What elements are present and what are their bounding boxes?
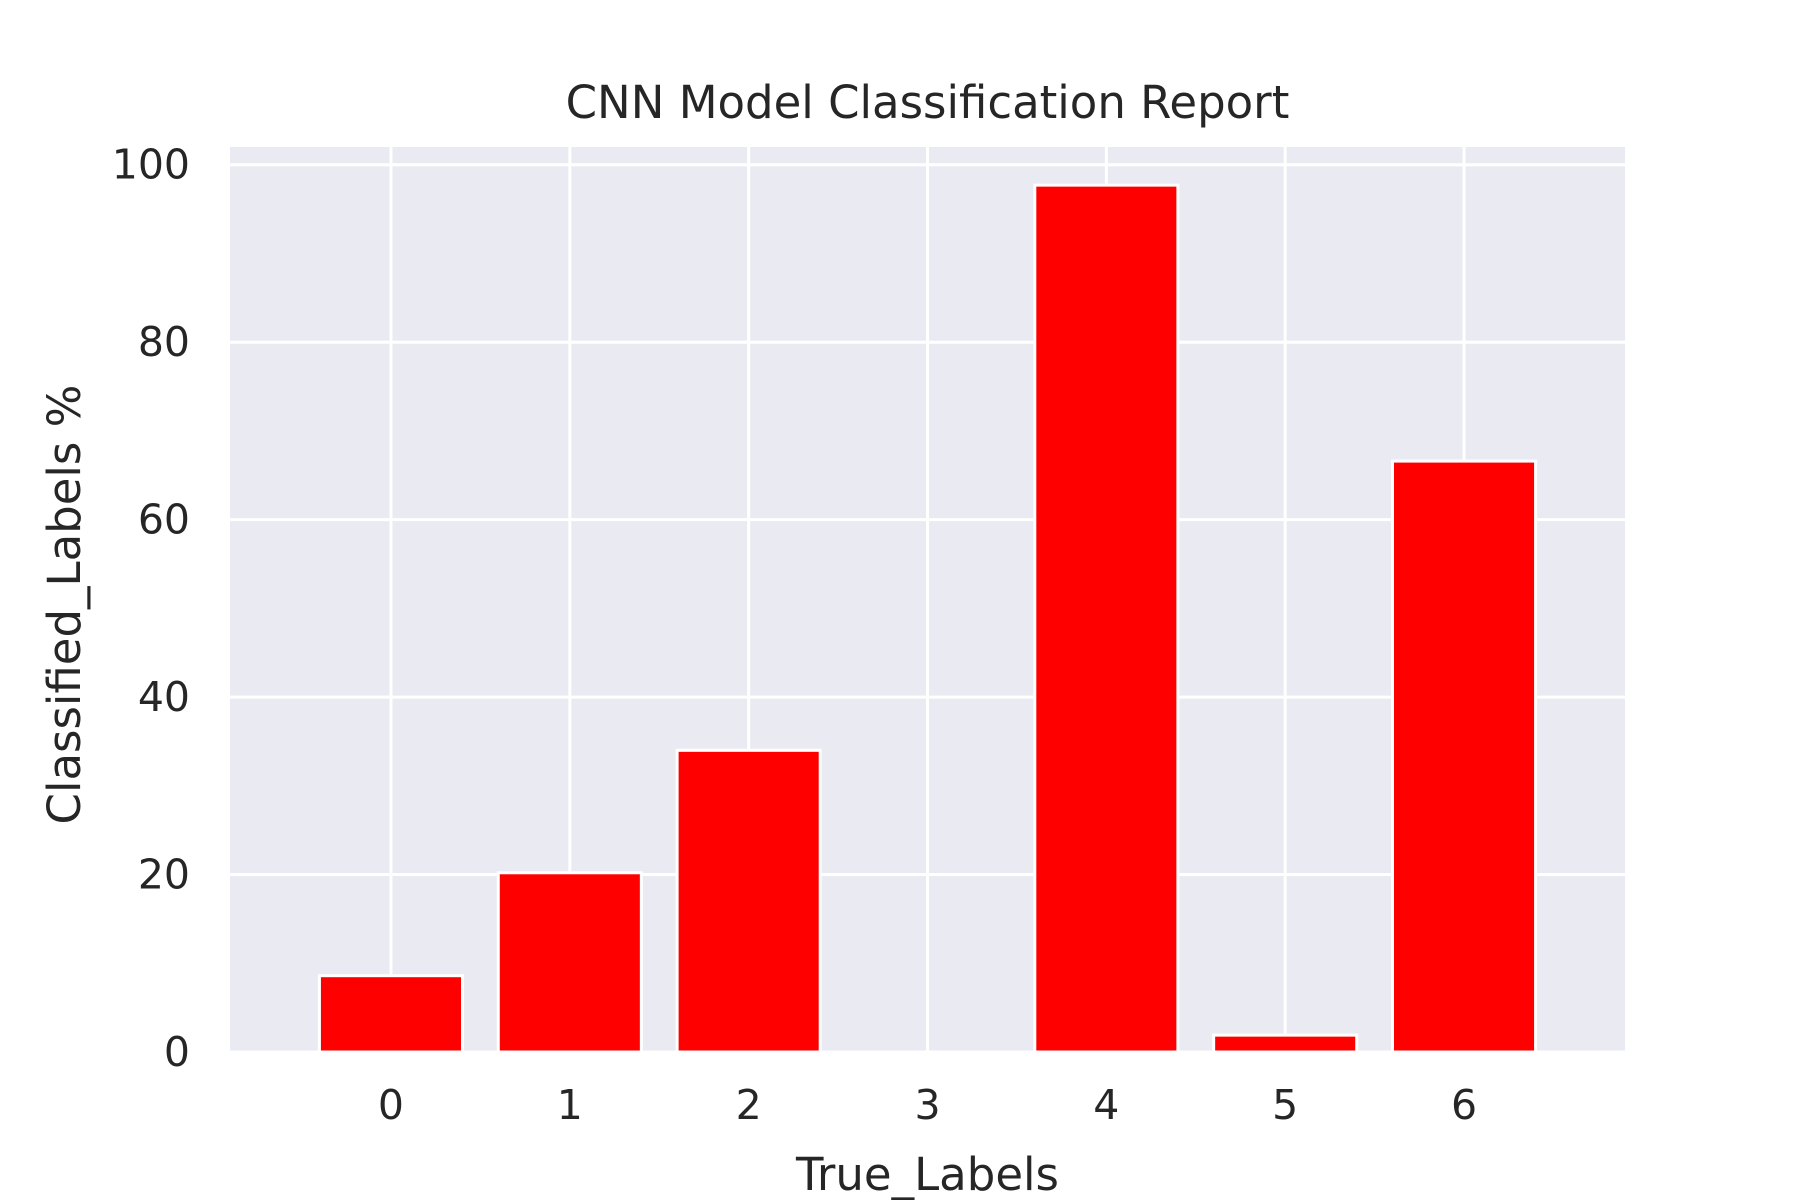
x-axis-label: True_Labels	[795, 1148, 1059, 1200]
x-tick-label: 6	[1451, 1081, 1477, 1129]
x-tick-label: 4	[1093, 1081, 1119, 1129]
y-tick-label: 40	[138, 673, 190, 721]
y-tick-label: 100	[112, 141, 190, 189]
y-axis-label: Classified_Labels %	[38, 385, 91, 825]
chart-title: CNN Model Classification Report	[566, 76, 1290, 129]
bar-6	[1391, 459, 1538, 1054]
x-tick-label: 3	[914, 1081, 940, 1129]
bar-5	[1212, 1033, 1359, 1054]
bars	[317, 183, 1538, 1054]
bar-1	[496, 871, 643, 1054]
x-tick-label: 1	[557, 1081, 583, 1129]
bar-0	[317, 974, 464, 1054]
y-tick-label: 60	[138, 496, 190, 544]
x-tick-label: 2	[736, 1081, 762, 1129]
y-tick-label: 0	[164, 1028, 190, 1076]
y-tick-labels: 0 20 40 60 80 100	[112, 141, 190, 1076]
y-tick-label: 20	[138, 851, 190, 899]
bar-4	[1033, 183, 1180, 1054]
bar-2	[675, 748, 822, 1054]
x-tick-label: 0	[378, 1081, 404, 1129]
y-tick-label: 80	[138, 318, 190, 366]
x-tick-labels: 0 1 2 3 4 5 6	[378, 1081, 1477, 1129]
x-tick-label: 5	[1272, 1081, 1298, 1129]
